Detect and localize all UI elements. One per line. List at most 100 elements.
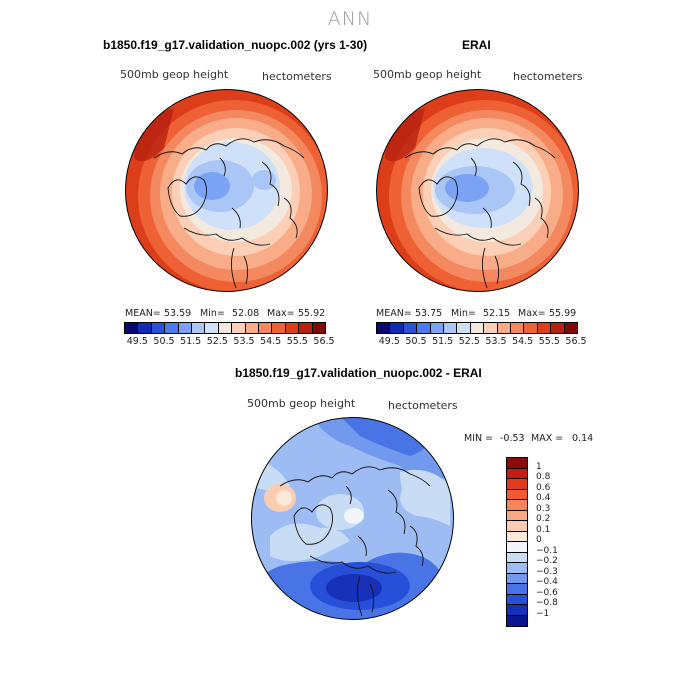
colorbar-tick-label: 55.5	[538, 336, 560, 347]
diff-min-value: -0.53	[500, 433, 525, 444]
coastlines	[279, 466, 431, 617]
colorbar-swatch	[192, 323, 206, 333]
colorbar-swatch	[125, 323, 139, 333]
colorbar-swatch	[417, 323, 431, 333]
colorbar-swatch	[524, 323, 538, 333]
colorbar-tick-label: −0.4	[536, 577, 558, 587]
diff-colorbar	[506, 457, 528, 627]
colorbar-tick-label: 50.5	[153, 336, 175, 347]
colorbar-swatch	[232, 323, 246, 333]
colorbar-swatch	[245, 323, 260, 333]
colorbar-swatch	[507, 479, 527, 490]
colorbar-tick-label: 52.5	[458, 336, 480, 347]
contour-band	[445, 174, 489, 202]
colorbar-tick-label: 0.3	[536, 503, 551, 514]
colorbar-tick-label: −0.1	[536, 545, 558, 556]
colorbar-tick-label: 49.5	[378, 336, 400, 347]
colorbar-swatch	[507, 615, 527, 626]
panel-1-title: b1850.f19_g17.validation_nuopc.002 (yrs …	[103, 38, 368, 52]
colorbar-tick-label: 49.5	[126, 336, 148, 347]
colorbar-swatch	[507, 563, 527, 574]
colorbar-tick-label: 50.5	[405, 336, 427, 347]
contour-band	[276, 490, 292, 506]
colorbar-swatch	[165, 323, 179, 333]
colorbar-tick-label: −0.2	[536, 556, 558, 566]
diff-min-label: MIN =	[464, 433, 494, 444]
colorbar-tick-label: 0.6	[536, 482, 551, 493]
panel-1-mean-label: MEAN=	[125, 308, 161, 319]
colorbar-tick-label: −0.8	[536, 598, 558, 608]
colorbar-swatch	[507, 489, 527, 500]
panel-2-units: hectometers	[513, 70, 583, 83]
contour-band	[385, 108, 425, 162]
colorbar-swatch	[507, 594, 527, 605]
diff-panel-variable: 500mb geop height	[247, 397, 356, 410]
colorbar-swatch	[507, 458, 527, 469]
colorbar-tick-label: −1	[536, 608, 550, 619]
colorbar-tick-label: 51.5	[432, 336, 454, 347]
panel-1-map	[125, 89, 328, 292]
panel-1-min-value: 52.08	[232, 308, 260, 319]
colorbar-tick-label: 51.5	[180, 336, 202, 347]
panel-1-colorbar-ticks: 49.5 50.5 51.5 52.5 53.5 54.5 55.5 56.5	[124, 336, 335, 348]
colorbar-swatch	[564, 323, 578, 333]
colorbar-tick-label: −0.6	[536, 587, 558, 598]
colorbar-tick-label: 1	[536, 461, 542, 472]
colorbar-swatch	[507, 500, 527, 511]
panel-2-max-value: 55.99	[549, 308, 577, 319]
colorbar-swatch	[430, 323, 445, 333]
colorbar-swatch	[205, 323, 219, 333]
colorbar-swatch	[507, 605, 527, 616]
panel-2-max-label: Max=	[518, 308, 546, 319]
contour-band	[252, 170, 276, 190]
colorbar-swatch	[511, 323, 525, 333]
colorbar-swatch	[457, 323, 471, 333]
colorbar-swatch	[507, 584, 527, 595]
diff-max-value: 0.14	[572, 433, 594, 444]
colorbar-swatch	[507, 531, 527, 542]
panel-2-colorbar	[376, 322, 578, 334]
panel-1-units: hectometers	[262, 70, 332, 83]
panel-2-min-label: Min=	[451, 308, 476, 319]
colorbar-tick-label: 0	[536, 535, 542, 545]
panel-2-variable: 500mb geop height	[373, 68, 482, 81]
colorbar-tick-label: 55.5	[286, 336, 308, 347]
colorbar-swatch	[537, 323, 552, 333]
contour-band	[344, 508, 364, 524]
contour-band	[270, 523, 350, 561]
panel-2-min-value: 52.15	[483, 308, 511, 319]
colorbar-swatch	[403, 323, 418, 333]
colorbar-swatch	[507, 542, 527, 553]
panel-2-title: ERAI	[462, 38, 491, 52]
colorbar-tick-label: 0.4	[536, 493, 551, 503]
diff-panel-map	[251, 417, 454, 620]
colorbar-tick-label: 0.2	[536, 514, 551, 524]
colorbar-swatch	[312, 323, 326, 333]
colorbar-swatch	[178, 323, 193, 333]
colorbar-swatch	[138, 323, 152, 333]
coastlines	[153, 138, 305, 289]
colorbar-swatch	[218, 323, 233, 333]
colorbar-tick-label: 0.8	[536, 472, 551, 482]
panel-2-mean-value: 53.75	[415, 308, 443, 319]
page-title: ANN	[327, 8, 373, 30]
panel-1-variable: 500mb geop height	[120, 68, 229, 81]
colorbar-tick-label: 54.5	[260, 336, 282, 347]
coastlines	[404, 138, 556, 289]
colorbar-swatch	[470, 323, 485, 333]
colorbar-tick-label: 56.5	[565, 336, 587, 347]
colorbar-swatch	[390, 323, 404, 333]
colorbar-swatch	[507, 573, 527, 584]
colorbar-tick-label: −0.3	[536, 566, 558, 577]
colorbar-swatch	[507, 510, 527, 521]
colorbar-swatch	[444, 323, 458, 333]
colorbar-swatch	[497, 323, 512, 333]
contour-band	[400, 469, 450, 526]
colorbar-tick-label: 0.1	[536, 524, 551, 535]
contour-band	[134, 108, 174, 162]
colorbar-swatch	[507, 468, 527, 479]
panel-1-colorbar	[124, 322, 326, 334]
colorbar-tick-label: 54.5	[512, 336, 534, 347]
colorbar-tick-label: 56.5	[313, 336, 335, 347]
panel-1-max-label: Max=	[267, 308, 295, 319]
